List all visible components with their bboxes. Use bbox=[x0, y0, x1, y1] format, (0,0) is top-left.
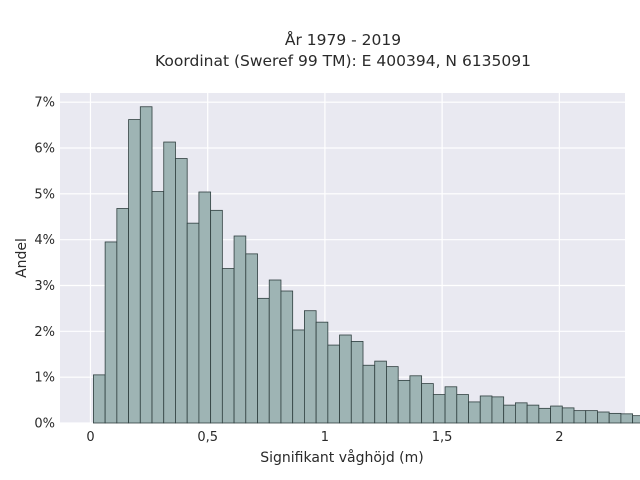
histogram-bar bbox=[315, 321, 329, 424]
histogram-bar bbox=[151, 191, 165, 424]
histogram-bar bbox=[339, 334, 352, 424]
y-axis-ticks: 0% 1% 2% 3% 4% 5% 6% 7% bbox=[34, 96, 55, 432]
chart-title: År 1979 - 2019 bbox=[285, 30, 401, 49]
histogram-bar bbox=[292, 329, 305, 424]
y-tick-label: 7% bbox=[34, 96, 55, 111]
histogram-bar bbox=[198, 191, 212, 424]
histogram-bar bbox=[128, 119, 141, 424]
histogram-bar bbox=[491, 396, 505, 424]
histogram-bar bbox=[233, 235, 247, 424]
histogram-bar bbox=[362, 364, 376, 424]
y-tick-label: 3% bbox=[34, 279, 55, 294]
histogram-bar bbox=[221, 268, 235, 424]
histogram-bar bbox=[327, 344, 340, 424]
y-tick-label: 5% bbox=[34, 187, 55, 202]
histogram-bar bbox=[280, 290, 294, 424]
x-tick-label: 1,5 bbox=[432, 430, 453, 445]
y-tick-label: 0% bbox=[34, 417, 55, 432]
histogram-bar bbox=[503, 404, 516, 424]
histogram-bar bbox=[479, 395, 493, 424]
histogram-bar bbox=[573, 410, 587, 424]
histogram-bar bbox=[468, 401, 481, 424]
x-tick-label: 0,5 bbox=[197, 430, 218, 445]
histogram-bar bbox=[620, 413, 634, 424]
histogram-bar bbox=[456, 394, 469, 424]
histogram-bar bbox=[538, 407, 551, 424]
histogram-bar bbox=[163, 141, 176, 424]
histogram-bar bbox=[432, 394, 446, 424]
histogram-bar bbox=[421, 383, 434, 424]
histogram-bar bbox=[444, 386, 458, 424]
histogram-bar bbox=[268, 279, 282, 424]
histogram-bars bbox=[93, 106, 640, 424]
y-tick-label: 6% bbox=[34, 142, 55, 157]
histogram-bar bbox=[374, 360, 387, 424]
y-tick-label: 1% bbox=[34, 371, 55, 386]
y-tick-label: 4% bbox=[34, 233, 55, 248]
histogram-bar bbox=[514, 402, 528, 424]
x-axis-ticks: 0 0,5 1 1,5 2 bbox=[86, 430, 563, 445]
histogram-bar bbox=[608, 412, 622, 424]
histogram-bar bbox=[93, 374, 106, 424]
histogram-bar bbox=[186, 222, 200, 424]
histogram-bar bbox=[175, 158, 188, 424]
histogram-bar bbox=[386, 366, 399, 424]
histogram-bar bbox=[550, 405, 563, 424]
chart-subtitle: Koordinat (Sweref 99 TM): E 400394, N 61… bbox=[155, 52, 531, 70]
histogram-bar bbox=[597, 411, 610, 424]
histogram-bar bbox=[409, 375, 423, 424]
histogram-bar bbox=[526, 404, 540, 424]
x-tick-label: 1 bbox=[321, 430, 329, 445]
x-axis-label: Signifikant våghöjd (m) bbox=[260, 449, 423, 466]
x-tick-label: 2 bbox=[555, 430, 563, 445]
histogram-bar bbox=[245, 253, 258, 424]
histogram-bar bbox=[397, 379, 411, 424]
y-tick-label: 2% bbox=[34, 325, 55, 340]
histogram-bar bbox=[139, 106, 153, 424]
histogram-bar bbox=[350, 341, 364, 424]
histogram-bar bbox=[585, 410, 598, 424]
histogram-bar bbox=[304, 310, 317, 424]
histogram-bar bbox=[632, 415, 640, 424]
histogram-bar bbox=[257, 297, 270, 424]
x-tick-label: 0 bbox=[86, 430, 94, 445]
y-axis-label: Andel bbox=[14, 238, 30, 278]
histogram-bar bbox=[104, 241, 118, 424]
histogram-bar bbox=[210, 209, 223, 424]
histogram-bar bbox=[561, 407, 575, 424]
histogram-bar bbox=[116, 208, 129, 424]
